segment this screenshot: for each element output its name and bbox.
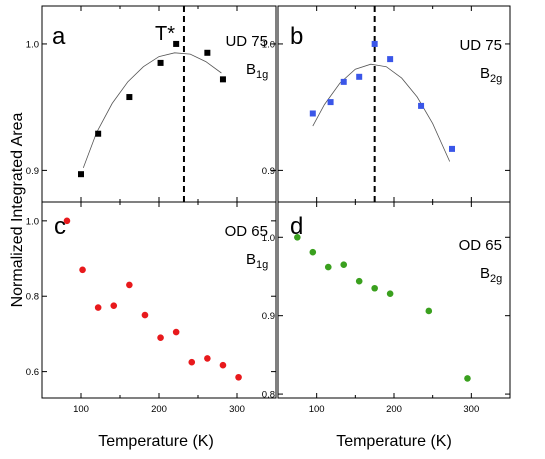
data-point bbox=[294, 233, 301, 241]
x-axis-label-left: Temperature (K) bbox=[98, 433, 214, 450]
y-tick-label: 1.0 bbox=[262, 233, 275, 244]
x-axis-label-right: Temperature (K) bbox=[336, 433, 452, 450]
data-point bbox=[204, 49, 211, 56]
data-point bbox=[371, 284, 378, 292]
mode-label-main: B bbox=[246, 251, 256, 268]
mode-label: B2g bbox=[480, 265, 502, 285]
mode-label-main: B bbox=[246, 61, 256, 78]
panel-letter: c bbox=[54, 213, 66, 240]
data-point bbox=[327, 99, 334, 106]
x-tick-label: 300 bbox=[463, 404, 479, 415]
data-point bbox=[219, 76, 226, 83]
mode-label-subscript: 1g bbox=[256, 259, 268, 271]
data-point bbox=[63, 217, 71, 225]
data-point bbox=[110, 302, 118, 309]
sample-label: OD 65 bbox=[459, 237, 502, 254]
data-point bbox=[126, 281, 133, 289]
fit-curve bbox=[82, 52, 222, 169]
mode-label: B2g bbox=[480, 65, 502, 85]
data-point bbox=[78, 171, 84, 178]
data-point bbox=[219, 361, 227, 369]
y-tick-label: 0.8 bbox=[26, 292, 39, 303]
data-point bbox=[204, 355, 211, 362]
data-point bbox=[172, 328, 180, 336]
data-point bbox=[309, 248, 317, 256]
y-tick-label: 0.9 bbox=[26, 166, 39, 177]
y-tick-label: 0.9 bbox=[262, 166, 275, 177]
data-point bbox=[157, 334, 164, 341]
data-point bbox=[188, 358, 196, 366]
y-tick-label: 1.0 bbox=[262, 39, 275, 50]
panel-letter: a bbox=[52, 23, 66, 50]
data-point bbox=[449, 145, 455, 152]
data-point bbox=[173, 40, 180, 47]
x-tick-label: 100 bbox=[309, 404, 325, 415]
mode-label-subscript: 2g bbox=[490, 73, 502, 85]
mode-label-main: B bbox=[480, 65, 490, 82]
panel-letter: d bbox=[290, 213, 303, 240]
sample-label: UD 75 bbox=[225, 33, 268, 50]
mode-label-subscript: 2g bbox=[490, 273, 502, 285]
data-point bbox=[157, 59, 164, 66]
sample-label: UD 75 bbox=[459, 37, 502, 54]
tstar-annotation: T* bbox=[155, 23, 175, 45]
y-tick-label: 1.0 bbox=[26, 216, 39, 227]
panel-letter: b bbox=[290, 23, 303, 50]
data-point bbox=[340, 261, 348, 269]
data-point bbox=[340, 78, 347, 85]
y-tick-label: 0.6 bbox=[26, 367, 39, 378]
x-tick-label: 300 bbox=[229, 404, 245, 415]
data-point bbox=[79, 266, 86, 274]
data-point bbox=[425, 307, 433, 315]
panel-frame bbox=[277, 5, 511, 203]
y-tick-label: 1.0 bbox=[26, 39, 39, 50]
data-point bbox=[95, 130, 102, 137]
y-axis-label: Normalized Integrated Area bbox=[9, 113, 26, 308]
panel-c: 100 200 300 0.6 0.8 1.0 c OD 65 B1g bbox=[26, 201, 277, 415]
sample-label: OD 65 bbox=[225, 223, 268, 240]
data-point bbox=[371, 40, 378, 47]
data-point bbox=[464, 375, 471, 382]
x-tick-label: 200 bbox=[151, 404, 167, 415]
data-point bbox=[141, 311, 149, 319]
mode-label: B1g bbox=[246, 61, 268, 81]
data-point bbox=[94, 304, 102, 311]
data-point bbox=[126, 94, 133, 101]
y-tick-label: 0.8 bbox=[262, 390, 275, 401]
data-point bbox=[387, 56, 394, 63]
fit-curve bbox=[312, 63, 451, 162]
y-tick-label: 0.9 bbox=[262, 311, 275, 322]
data-point bbox=[418, 102, 425, 109]
data-point bbox=[235, 373, 242, 381]
data-point bbox=[356, 73, 363, 80]
mode-label-main: B bbox=[480, 265, 490, 282]
panel-d: 100 200 300 0.8 0.9 1.0 d OD 65 B2g bbox=[262, 201, 511, 415]
data-point bbox=[324, 263, 332, 271]
x-tick-label: 100 bbox=[73, 404, 89, 415]
mode-label: B1g bbox=[246, 251, 268, 271]
data-point bbox=[386, 290, 394, 298]
panel-a: 0.9 1.0 a T* UD 75 B1g bbox=[26, 5, 277, 203]
data-point bbox=[309, 110, 316, 117]
panel-b: 0.9 1.0 b UD 75 B2g bbox=[262, 5, 511, 203]
x-tick-label: 200 bbox=[386, 404, 402, 415]
panel-frame bbox=[277, 201, 511, 399]
data-point bbox=[355, 277, 363, 285]
mode-label-subscript: 1g bbox=[256, 69, 268, 81]
